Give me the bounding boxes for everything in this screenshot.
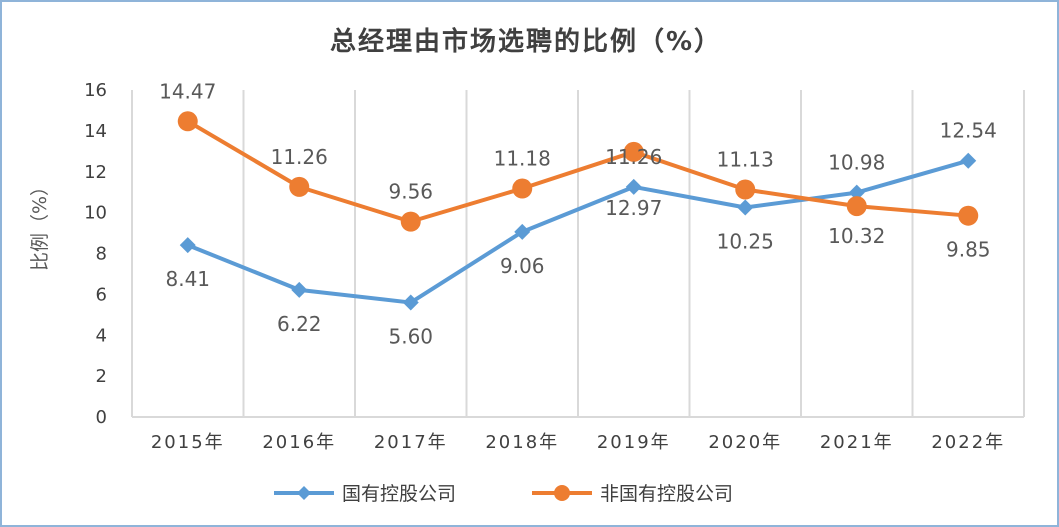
legend-label: 非国有控股公司 [600,483,733,505]
chart-title: 总经理由市场选聘的比例（%） [330,26,722,57]
legend: 国有控股公司 非国有控股公司 [274,483,733,505]
data-label: 8.41 [165,267,210,291]
legend-label: 国有控股公司 [342,483,456,505]
data-label: 11.26 [605,145,662,169]
x-tick-label: 2016年 [262,432,336,453]
series-layer [177,111,979,311]
data-label: 11.26 [271,145,328,169]
data-point-circle [735,179,756,200]
data-point-circle [289,176,310,197]
data-label: 9.06 [500,254,545,278]
data-label: 10.32 [828,224,885,248]
x-tick-label: 2020年 [708,432,782,453]
data-label: 9.85 [946,238,991,262]
y-tick-label: 14 [84,121,107,142]
legend-marker-diamond [297,486,311,500]
data-point-circle [400,211,421,232]
series-line [187,158,969,305]
data-point-diamond [625,178,642,195]
data-point-diamond [514,223,531,240]
x-tick-label: 2021年 [820,432,894,453]
series-line [186,119,969,224]
legend-marker-circle [554,485,570,501]
y-tick-label: 2 [96,366,107,387]
axis-layer: 0 2 4 6 8 10 12 14 16 2015年 2016年 2017年 2018年 2019年 20… [84,80,1024,453]
data-label: 12.97 [605,196,662,220]
data-point-diamond [848,184,865,201]
y-tick-label: 10 [84,203,107,224]
data-point-diamond [960,152,977,169]
x-tick-label: 2019年 [597,432,671,453]
data-label: 6.22 [277,312,322,336]
data-point-circle [512,178,533,199]
data-label: 9.56 [388,180,433,204]
x-tick-label: 2022年 [931,432,1005,453]
x-tick-label: 2015年 [151,432,225,453]
x-tick-label: 2018年 [485,432,559,453]
data-label: 14.47 [159,79,216,103]
data-label-layer: 8.41 6.22 5.60 9.06 11.26 10.25 10.98 12.54 14.4… [159,79,997,348]
y-tick-label: 12 [84,162,107,183]
x-tick-label: 2017年 [374,432,448,453]
y-tick-label: 8 [96,244,107,265]
data-label: 10.25 [717,230,774,254]
data-point-diamond [291,281,308,298]
data-point-diamond [179,237,196,254]
y-axis-label: 比例（%） [29,177,51,271]
data-label: 11.13 [717,148,774,172]
data-point-diamond [402,294,419,311]
data-point-circle [958,205,979,226]
data-label: 5.60 [388,325,433,349]
data-point-circle [623,141,644,162]
grid-layer [131,90,1025,417]
data-label: 11.18 [494,147,551,171]
y-tick-label: 16 [84,80,107,101]
y-tick-label: 4 [96,325,107,346]
y-tick-label: 6 [96,284,107,305]
data-point-diamond [737,199,754,216]
data-point-circle [177,111,198,132]
data-label: 12.54 [940,119,997,143]
data-point-circle [846,196,867,217]
y-tick-label: 0 [96,407,107,428]
data-label: 10.98 [828,151,885,175]
